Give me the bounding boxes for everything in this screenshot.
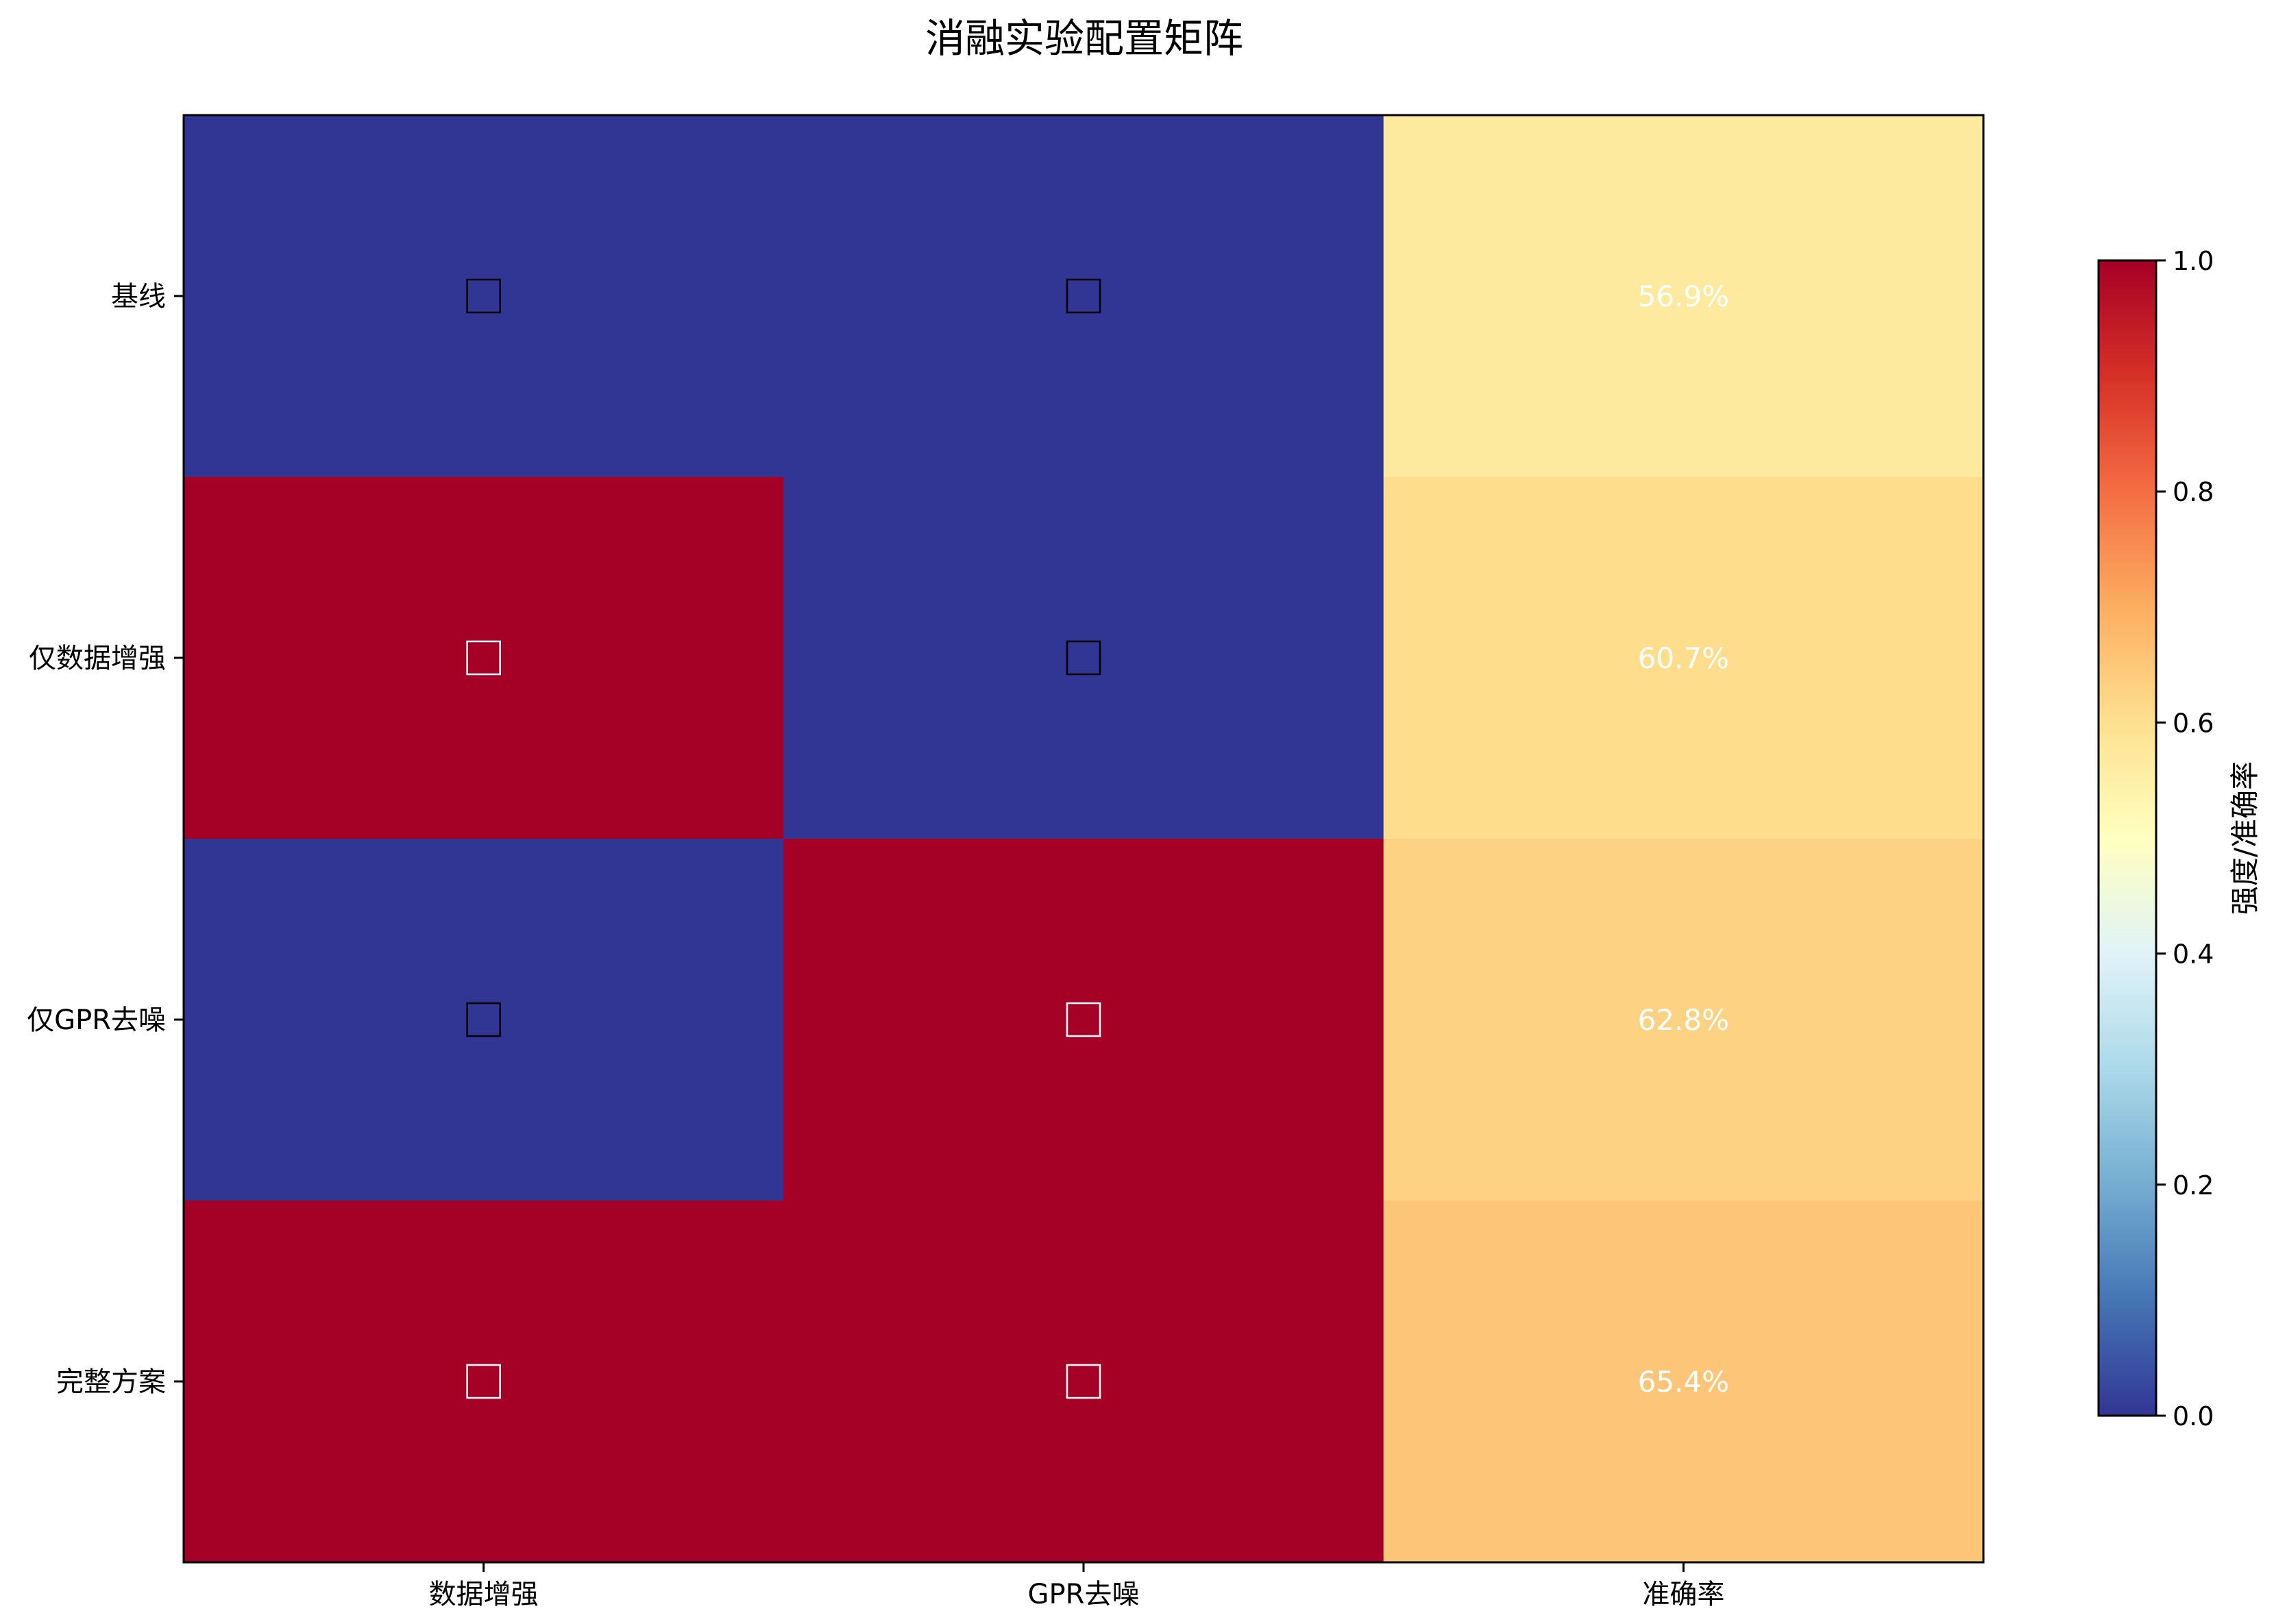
heatmap-cell <box>783 1201 1384 1563</box>
cell-checkbox-marker <box>466 1002 501 1037</box>
heatmap-cell <box>1383 1201 1984 1563</box>
y-tick-label: 仅数据增强 <box>29 643 166 674</box>
heatmap-cell <box>184 477 784 839</box>
heatmap-cell <box>184 1201 784 1563</box>
heatmap-cell-labels: 56.9% 60.7% 62.8% 65.4% <box>466 278 1729 1399</box>
colorbar-gradient <box>2097 259 2157 1417</box>
heatmap-cell <box>783 115 1384 478</box>
colorbar-tick-label: 0.0 <box>2173 1401 2214 1431</box>
cell-value-label: 62.8% <box>1638 1003 1729 1037</box>
chart-title: 消融实验配置矩阵 <box>925 15 1243 62</box>
heatmap-cell <box>184 115 784 478</box>
colorbar-tick-label: 0.2 <box>2173 1170 2214 1201</box>
y-tick-label: 仅GPR去噪 <box>27 1005 166 1036</box>
cell-value-label: 56.9% <box>1638 280 1729 313</box>
x-tick-label: 数据增强 <box>429 1579 539 1610</box>
heatmap-cell <box>783 477 1384 839</box>
x-tick-label: GPR去噪 <box>1028 1579 1140 1610</box>
cell-checkbox-marker <box>466 1364 501 1399</box>
heatmap-cell <box>184 839 784 1201</box>
cell-checkbox-marker <box>1066 640 1101 676</box>
colorbar-ticks: 0.0 0.2 0.4 0.6 0.8 1.0 <box>2156 246 2214 1431</box>
heatmap-cell <box>1383 477 1984 839</box>
heatmap-cell <box>1383 115 1984 478</box>
cell-value-label: 65.4% <box>1638 1365 1729 1399</box>
x-axis: 数据增强 GPR去噪 准确率 <box>429 1562 1724 1610</box>
colorbar-tick-label: 0.6 <box>2173 708 2214 738</box>
colorbar-tick-label: 0.8 <box>2173 477 2214 507</box>
colorbar-label: 强度/准确率 <box>2228 761 2262 915</box>
cell-checkbox-marker <box>466 640 501 676</box>
y-tick-label: 基线 <box>111 281 166 312</box>
colorbar-tick-label: 1.0 <box>2173 246 2214 276</box>
cell-checkbox-marker <box>466 278 501 314</box>
y-tick-label: 完整方案 <box>56 1366 166 1398</box>
heatmap-cells <box>184 115 1984 1563</box>
cell-checkbox-marker <box>1066 1364 1101 1399</box>
cell-value-label: 60.7% <box>1638 641 1729 675</box>
cell-checkbox-marker <box>1066 1002 1101 1037</box>
heatmap-cell <box>1383 839 1984 1201</box>
colorbar: 0.0 0.2 0.4 0.6 0.8 1.0 强度/准确率 <box>2097 246 2262 1431</box>
cell-checkbox-marker <box>1066 278 1101 314</box>
x-tick-label: 准确率 <box>1642 1579 1724 1610</box>
heatmap-cell <box>783 839 1384 1201</box>
colorbar-tick-label: 0.4 <box>2173 939 2214 970</box>
